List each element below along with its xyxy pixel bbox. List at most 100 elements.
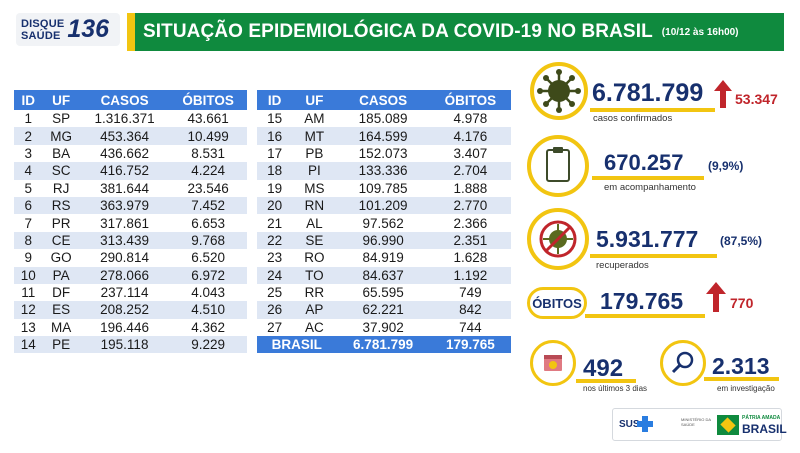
table-header-row: ID UF CASOS ÓBITOS <box>257 90 511 110</box>
table-row: 19 MS 109.785 1.888 <box>257 179 511 197</box>
patria-amada-text: PÁTRIA AMADA <box>742 415 781 421</box>
table-row: 18 PI 133.336 2.704 <box>257 162 511 180</box>
table-cell: 21 <box>257 214 293 232</box>
no-virus-icon <box>539 220 577 258</box>
table-row: 9 GO 290.814 6.520 <box>14 249 247 267</box>
table-cell: 842 <box>429 301 511 319</box>
table-cell: RO <box>292 249 337 267</box>
table-row: 27 AC 37.902 744 <box>257 318 511 337</box>
table-cell: 18 <box>257 162 293 180</box>
calendar-icon <box>544 355 562 371</box>
table-row: 22 SE 96.990 2.351 <box>257 231 511 250</box>
table-cell: 11 <box>14 283 43 302</box>
table-cell: 17 <box>257 144 293 163</box>
table-cell: 5 <box>14 179 43 197</box>
monitoring-label: em acompanhamento <box>604 182 696 193</box>
table-cell: 744 <box>429 318 511 337</box>
table-cell: 4.224 <box>169 162 247 180</box>
table-cell: 84.637 <box>336 266 430 284</box>
table-cell: 65.595 <box>336 283 430 302</box>
table-cell: DF <box>42 283 80 302</box>
table-row: 14 PE 195.118 9.229 <box>14 336 247 354</box>
investigation-label: em investigação <box>717 384 775 393</box>
arrow-up-icon <box>706 282 726 312</box>
table-cell: 15 <box>257 110 293 128</box>
table-cell: 109.785 <box>336 179 430 197</box>
last3days-label: nos últimos 3 dias <box>583 384 648 393</box>
table-cell: 25 <box>257 283 293 302</box>
table-row: 3 BA 436.662 8.531 <box>14 144 247 163</box>
table-row: 4 SC 416.752 4.224 <box>14 162 247 180</box>
monitoring-underline <box>592 176 704 180</box>
table-cell: SC <box>42 162 80 180</box>
footer-logos: SUS MINISTÉRIO DA SAÚDE PÁTRIA AMADA BRA… <box>612 408 787 441</box>
table-row: 11 DF 237.114 4.043 <box>14 283 247 302</box>
table-row: 5 RJ 381.644 23.546 <box>14 179 247 197</box>
table-cell: MS <box>292 179 337 197</box>
table-header-row: ID UF CASOS ÓBITOS <box>14 90 247 110</box>
sus-cross-icon <box>637 416 653 432</box>
table-cell: PE <box>42 336 80 354</box>
no-virus-icon-circle <box>527 208 589 270</box>
table-cell: MG <box>42 127 80 145</box>
recovered-pct: (87,5%) <box>720 234 763 248</box>
table-row: 6 RS 363.979 7.452 <box>14 196 247 215</box>
table-cell: 1 <box>14 110 43 128</box>
recovered-underline <box>590 254 717 258</box>
table-row: 16 MT 164.599 4.176 <box>257 127 511 145</box>
virus-icon <box>537 69 581 113</box>
table-cell: 2.366 <box>429 214 511 232</box>
table-cell: 12 <box>14 301 43 319</box>
table-row: 8 CE 313.439 9.768 <box>14 231 247 250</box>
table-cell: PB <box>292 144 337 163</box>
table-cell: 1.316.371 <box>79 110 170 128</box>
table-row: 25 RR 65.595 749 <box>257 283 511 302</box>
table-cell: MA <box>42 318 80 337</box>
table-cell: 62.221 <box>336 301 430 319</box>
table-cell: 4.510 <box>169 301 247 319</box>
column-header: ID <box>257 90 293 110</box>
disque-word: DISQUE <box>21 17 65 30</box>
table-cell: 97.562 <box>336 214 430 232</box>
magnifier-icon-circle <box>660 340 706 386</box>
column-header: ÓBITOS <box>169 90 247 110</box>
table-cell: 6.972 <box>169 266 247 284</box>
table-cell: 1.628 <box>429 249 511 267</box>
disque-saude-logo: DISQUE SAÚDE 136 <box>16 13 120 46</box>
table-cell: 363.979 <box>79 196 170 215</box>
table-cell: 9.229 <box>169 336 247 354</box>
clipboard-icon-circle <box>527 135 589 197</box>
sus-logo: SUS <box>619 419 640 430</box>
virus-icon-circle <box>530 62 588 120</box>
table-cell: 4 <box>14 162 43 180</box>
column-header: ÓBITOS <box>429 90 511 110</box>
table-cell: 290.814 <box>79 249 170 267</box>
table-cell: 152.073 <box>336 144 430 163</box>
table-cell: 195.118 <box>79 336 170 354</box>
table-cell: 13 <box>14 318 43 337</box>
table-cell: 6.520 <box>169 249 247 267</box>
clipboard-icon <box>546 147 570 182</box>
table-row: 13 MA 196.446 4.362 <box>14 318 247 337</box>
table-cell: 2.770 <box>429 196 511 215</box>
table-cell: 185.089 <box>336 110 430 128</box>
table-cell: 317.861 <box>79 214 170 232</box>
table-cell: 101.209 <box>336 196 430 215</box>
table-row: 12 ES 208.252 4.510 <box>14 301 247 319</box>
total-casos: 6.781.799 <box>336 336 430 354</box>
total-obitos: 179.765 <box>429 336 511 354</box>
table-cell: 23 <box>257 249 293 267</box>
table-cell: 22 <box>257 231 293 250</box>
column-header: UF <box>292 90 337 110</box>
deaths-underline <box>585 314 705 318</box>
deaths-badge: ÓBITOS <box>527 287 587 319</box>
table-cell: 453.364 <box>79 127 170 145</box>
deaths-value: 179.765 <box>600 288 684 314</box>
table-cell: 9.768 <box>169 231 247 250</box>
total-label: BRASIL <box>257 336 337 354</box>
last3days-value: 492 <box>583 355 624 382</box>
table-cell: 749 <box>429 283 511 302</box>
table-cell: 2.351 <box>429 231 511 250</box>
table-cell: 2.704 <box>429 162 511 180</box>
table-cell: CE <box>42 231 80 250</box>
